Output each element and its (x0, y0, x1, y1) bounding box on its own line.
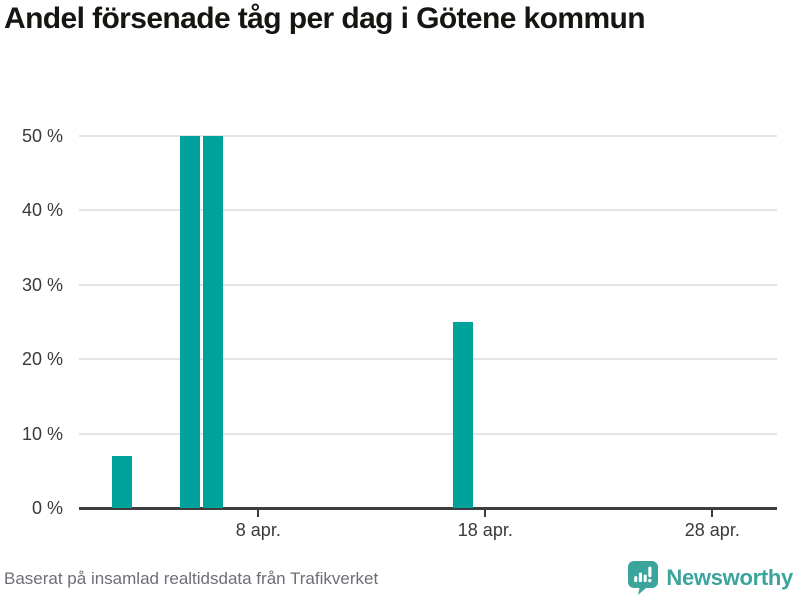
gridline-10 (79, 432, 777, 435)
bar-6apr (202, 136, 223, 508)
chart-title: Andel försenade tåg per dag i Götene kom… (4, 2, 646, 35)
y-tick-label: 30 % (21, 274, 63, 295)
x-tick-label: 28 apr. (684, 520, 740, 540)
bar-5apr (180, 136, 201, 508)
chart-footer: Baserat på insamlad realtidsdata från Tr… (0, 558, 800, 600)
gridline-20 (79, 358, 777, 361)
gridline-30 (79, 283, 777, 286)
y-tick-label: 0 % (31, 498, 63, 518)
y-tick-label: 20 % (21, 349, 63, 370)
source-attribution: Baserat på insamlad realtidsdata från Tr… (4, 569, 379, 588)
x-tick (711, 508, 714, 517)
bar-2apr (112, 455, 133, 508)
x-tick (257, 508, 260, 517)
newsworthy-brand-link[interactable]: Newsworthy (627, 560, 793, 595)
gridline-50 (79, 135, 777, 138)
chart-plot-area: 8 apr. 18 apr. 28 apr. (79, 110, 777, 540)
gridline-40 (79, 209, 777, 212)
newsworthy-logo-icon (627, 560, 659, 595)
y-tick-label: 10 % (21, 423, 63, 444)
x-axis-line (79, 507, 777, 510)
x-tick (484, 508, 487, 517)
x-tick-label: 8 apr. (235, 520, 281, 540)
y-tick-label: 40 % (21, 200, 63, 221)
newsworthy-wordmark: Newsworthy (666, 564, 793, 590)
x-tick-label: 18 apr. (457, 520, 513, 540)
bar-17apr (452, 322, 473, 508)
y-tick-label: 50 % (21, 126, 63, 147)
